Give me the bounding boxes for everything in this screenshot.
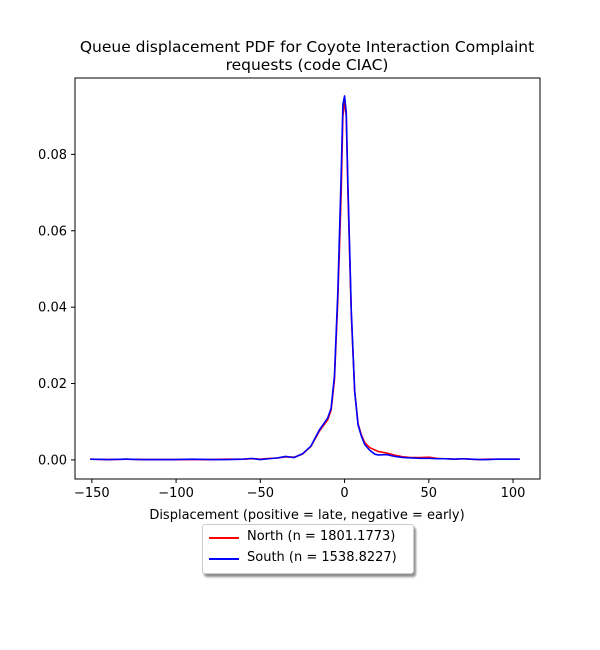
y-tick-label: 0.08: [38, 148, 67, 163]
y-tick-label: 0.06: [38, 224, 67, 239]
y-tick-label: 0.00: [38, 453, 67, 468]
x-tick-label: 50: [421, 486, 438, 501]
y-tick-label: 0.04: [38, 301, 67, 316]
x-tick-label: −50: [247, 486, 274, 501]
legend-item-north: North (n = 1801.1773): [203, 528, 413, 548]
series-line-north: [90, 100, 520, 461]
x-axis-label: Displacement (positive = late, negative …: [149, 508, 464, 523]
chart-title-line-2: requests (code CIAC): [226, 56, 389, 74]
x-tick-label: 100: [501, 486, 526, 501]
y-tick-label: 0.02: [38, 377, 67, 392]
legend-swatch-south: [209, 558, 239, 560]
legend-item-south: South (n = 1538.8227): [203, 549, 413, 569]
chart-title-line-1: Queue displacement PDF for Coyote Intera…: [80, 38, 534, 56]
plot-area-frame: [74, 77, 541, 480]
x-tick-label: −150: [74, 486, 110, 501]
legend-label-south: South (n = 1538.8227): [247, 550, 397, 565]
axis-ticks: −150 −100 −50 0 50 100 0.00 0.02 0.04 0.06 0.08: [38, 148, 525, 501]
series-line-south: [90, 95, 520, 461]
plot-lines: [90, 95, 520, 461]
legend-swatch-north: [209, 537, 239, 539]
x-tick-label: 0: [340, 486, 348, 501]
x-tick-label: −100: [158, 486, 194, 501]
legend-label-north: North (n = 1801.1773): [247, 529, 396, 544]
legend: North (n = 1801.1773) South (n = 1538.82…: [202, 524, 414, 574]
